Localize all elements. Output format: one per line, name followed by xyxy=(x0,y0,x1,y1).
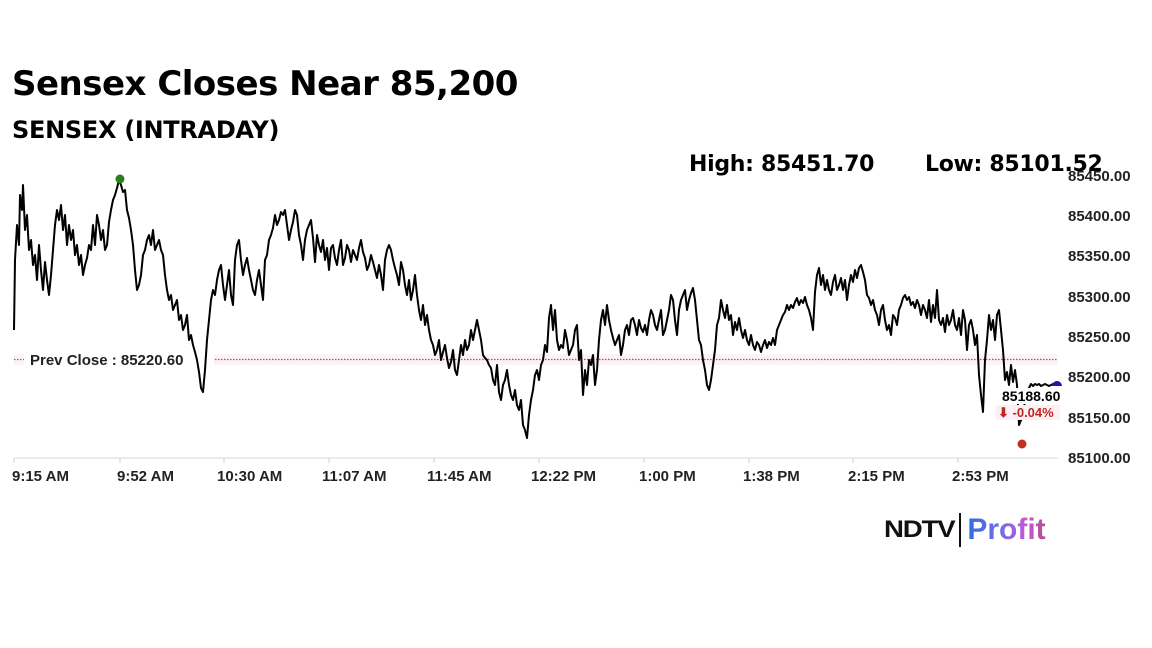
prev-close-label: Prev Close : 85220.60 xyxy=(30,352,183,369)
last-value-label: 85188.60 xyxy=(1002,388,1061,404)
x-tick-label: 1:00 PM xyxy=(639,468,696,485)
chart-title: Sensex Closes Near 85,200 xyxy=(12,64,518,104)
x-tick-label: 9:52 AM xyxy=(117,468,174,485)
last-change-label: ⬇ -0.04% xyxy=(998,405,1054,420)
y-axis-labels: 85450.00 85400.00 85350.00 85300.00 8525… xyxy=(1068,168,1131,467)
high-marker xyxy=(115,174,125,184)
y-tick-label: 85100.00 xyxy=(1068,450,1131,467)
prev-close-label-bg xyxy=(24,350,214,369)
x-tick-label: 11:07 AM xyxy=(322,468,386,485)
low-marker xyxy=(1017,439,1027,449)
x-tick-label: 12:22 PM xyxy=(531,468,596,485)
ndtv-profit-logo: NDTV Profit xyxy=(884,510,1046,550)
x-tick-label: 1:38 PM xyxy=(743,468,800,485)
y-tick-label: 85400.00 xyxy=(1068,208,1131,225)
low-value: Low: 85101.52 xyxy=(925,152,1103,177)
x-axis-ticks xyxy=(13,458,959,463)
logo-profit: Profit xyxy=(967,513,1046,546)
logo-divider xyxy=(959,513,962,547)
x-tick-label: 9:15 AM xyxy=(12,468,69,485)
y-tick-label: 85150.00 xyxy=(1068,410,1131,427)
x-tick-label: 10:30 AM xyxy=(217,468,282,485)
y-tick-label: 85250.00 xyxy=(1068,329,1131,346)
x-tick-label: 11:45 AM xyxy=(427,468,491,485)
chart-subtitle: SENSEX (INTRADAY) xyxy=(12,116,280,144)
x-tick-label: 2:15 PM xyxy=(848,468,905,485)
y-tick-label: 85300.00 xyxy=(1068,289,1131,306)
last-change-bg xyxy=(996,405,1060,420)
logo-ndtv: NDTV xyxy=(884,516,956,543)
high-value: High: 85451.70 xyxy=(689,152,875,177)
y-tick-label: 85450.00 xyxy=(1068,168,1131,185)
x-axis-labels: 9:15 AM 9:52 AM 10:30 AM 11:07 AM 11:45 … xyxy=(12,468,1009,485)
y-tick-label: 85350.00 xyxy=(1068,248,1131,265)
last-value-marker xyxy=(1052,381,1062,386)
price-line xyxy=(13,179,1057,439)
y-tick-label: 85200.00 xyxy=(1068,369,1131,386)
x-tick-label: 2:53 PM xyxy=(952,468,1009,485)
last-value-bg xyxy=(996,388,1068,404)
